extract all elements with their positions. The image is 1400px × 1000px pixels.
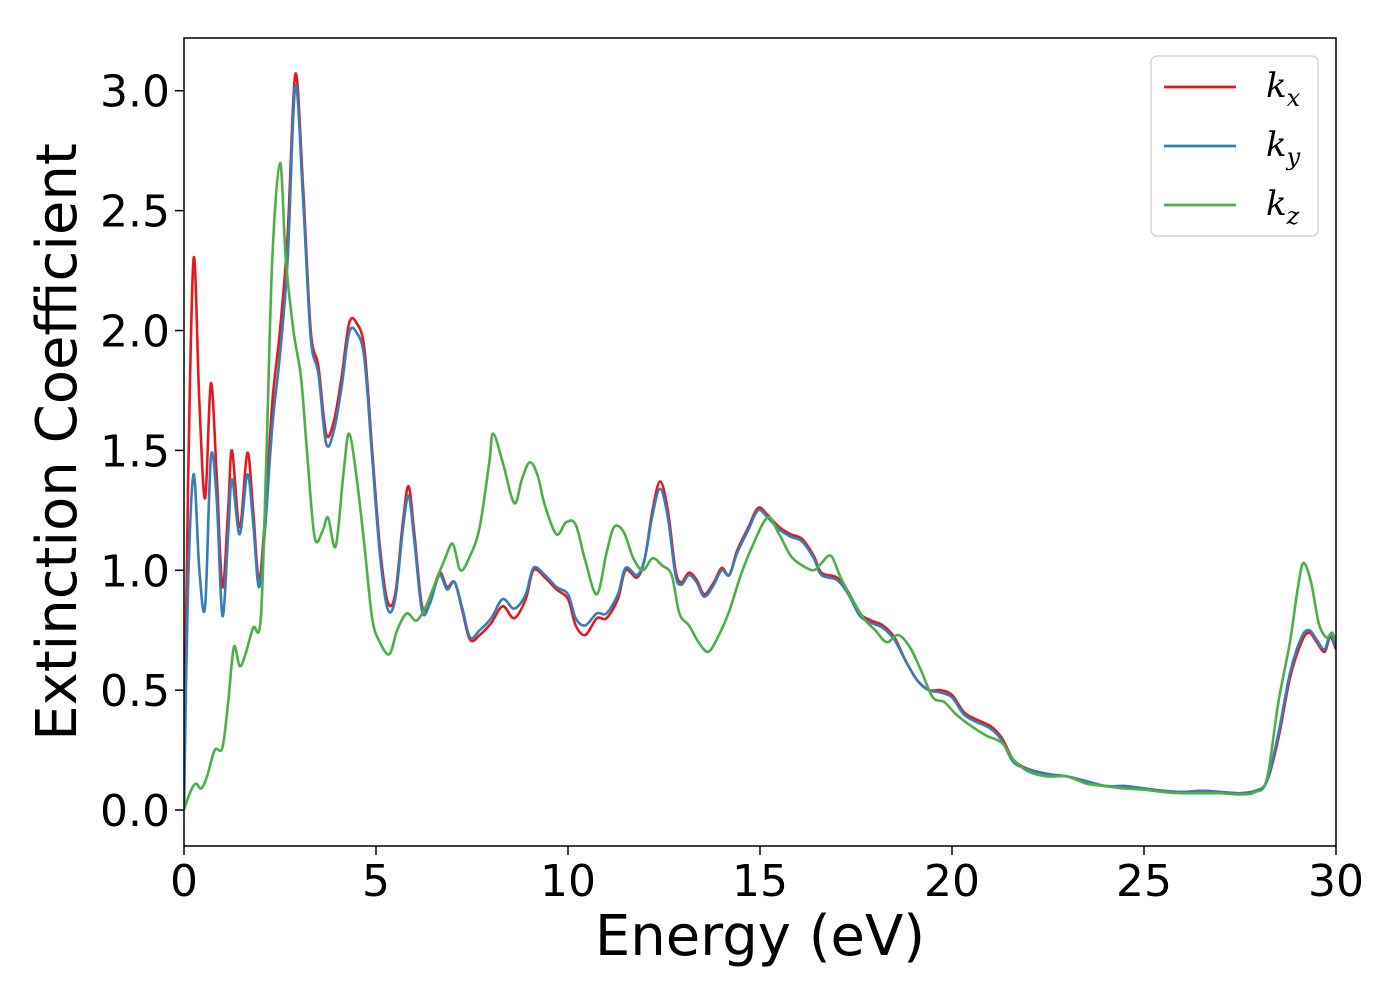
y-tick-label: 1.5	[100, 426, 170, 477]
y-axis-title: Extinction Coefficient	[25, 143, 90, 741]
y-axis: 0.0 0.5 1.0 1.5 2.0 2.5 3.0	[100, 67, 184, 837]
y-tick-label: 1.0	[100, 546, 170, 597]
y-tick-label: 0.0	[100, 786, 170, 837]
x-tick-label: 25	[1116, 856, 1172, 907]
x-tick-label: 30	[1308, 856, 1364, 907]
x-tick-label: 20	[924, 856, 980, 907]
legend-subscript: y	[1286, 143, 1301, 171]
series-line-ky	[184, 83, 1336, 811]
y-tick-label: 2.5	[100, 187, 170, 238]
x-tick-label: 0	[170, 856, 198, 907]
x-tick-label: 5	[362, 856, 390, 907]
y-tick-label: 2.0	[100, 307, 170, 358]
y-tick-label: 3.0	[100, 67, 170, 118]
series-layer	[184, 72, 1336, 811]
x-tick-label: 10	[540, 856, 596, 907]
y-tick-label: 0.5	[100, 666, 170, 717]
legend-subscript: z	[1286, 202, 1300, 230]
x-tick-label: 15	[732, 856, 788, 907]
x-axis-title: Energy (eV)	[595, 904, 925, 969]
series-line-kz	[184, 161, 1336, 811]
legend-subscript: x	[1287, 84, 1301, 112]
x-axis: 0 5 10 15 20 25 30	[170, 846, 1364, 907]
